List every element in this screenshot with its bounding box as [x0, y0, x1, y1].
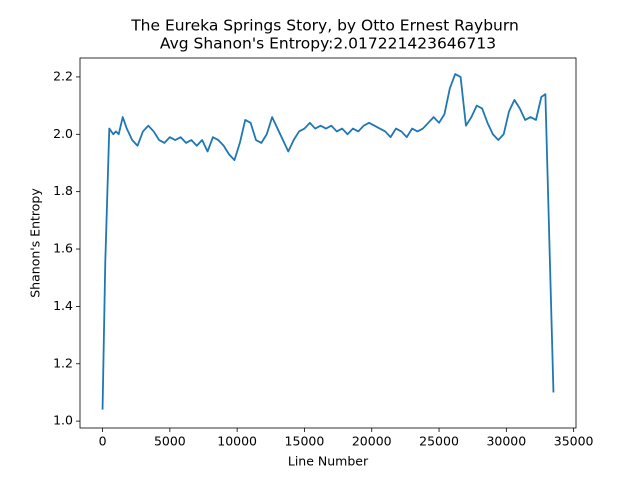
y-tick-label: 1.0	[53, 413, 73, 428]
y-tick-label: 2.2	[53, 68, 73, 83]
x-tick-label: 25000	[419, 434, 459, 449]
x-tick-label: 5000	[154, 434, 186, 449]
y-tick-label: 1.2	[53, 355, 73, 370]
y-tick-label: 1.4	[53, 298, 73, 313]
data-line	[101, 73, 555, 410]
y-axis-label: Shanon's Entropy	[28, 188, 43, 298]
plot-frame	[79, 57, 577, 429]
chart-subtitle: Avg Shanon's Entropy:2.017221423646713	[160, 35, 496, 53]
x-tick-label: 15000	[285, 434, 325, 449]
x-tick-label: 35000	[554, 434, 594, 449]
x-tick-label: 10000	[217, 434, 257, 449]
x-tick-label: 30000	[486, 434, 526, 449]
y-tick-label: 1.8	[53, 183, 73, 198]
y-tick-label: 1.6	[53, 241, 73, 256]
y-tick-label: 2.0	[53, 126, 73, 141]
x-tick-label: 0	[99, 434, 107, 449]
chart-title: The Eureka Springs Story, by Otto Ernest…	[130, 17, 519, 35]
x-axis-label: Line Number	[288, 454, 369, 469]
x-tick-label: 20000	[352, 434, 392, 449]
